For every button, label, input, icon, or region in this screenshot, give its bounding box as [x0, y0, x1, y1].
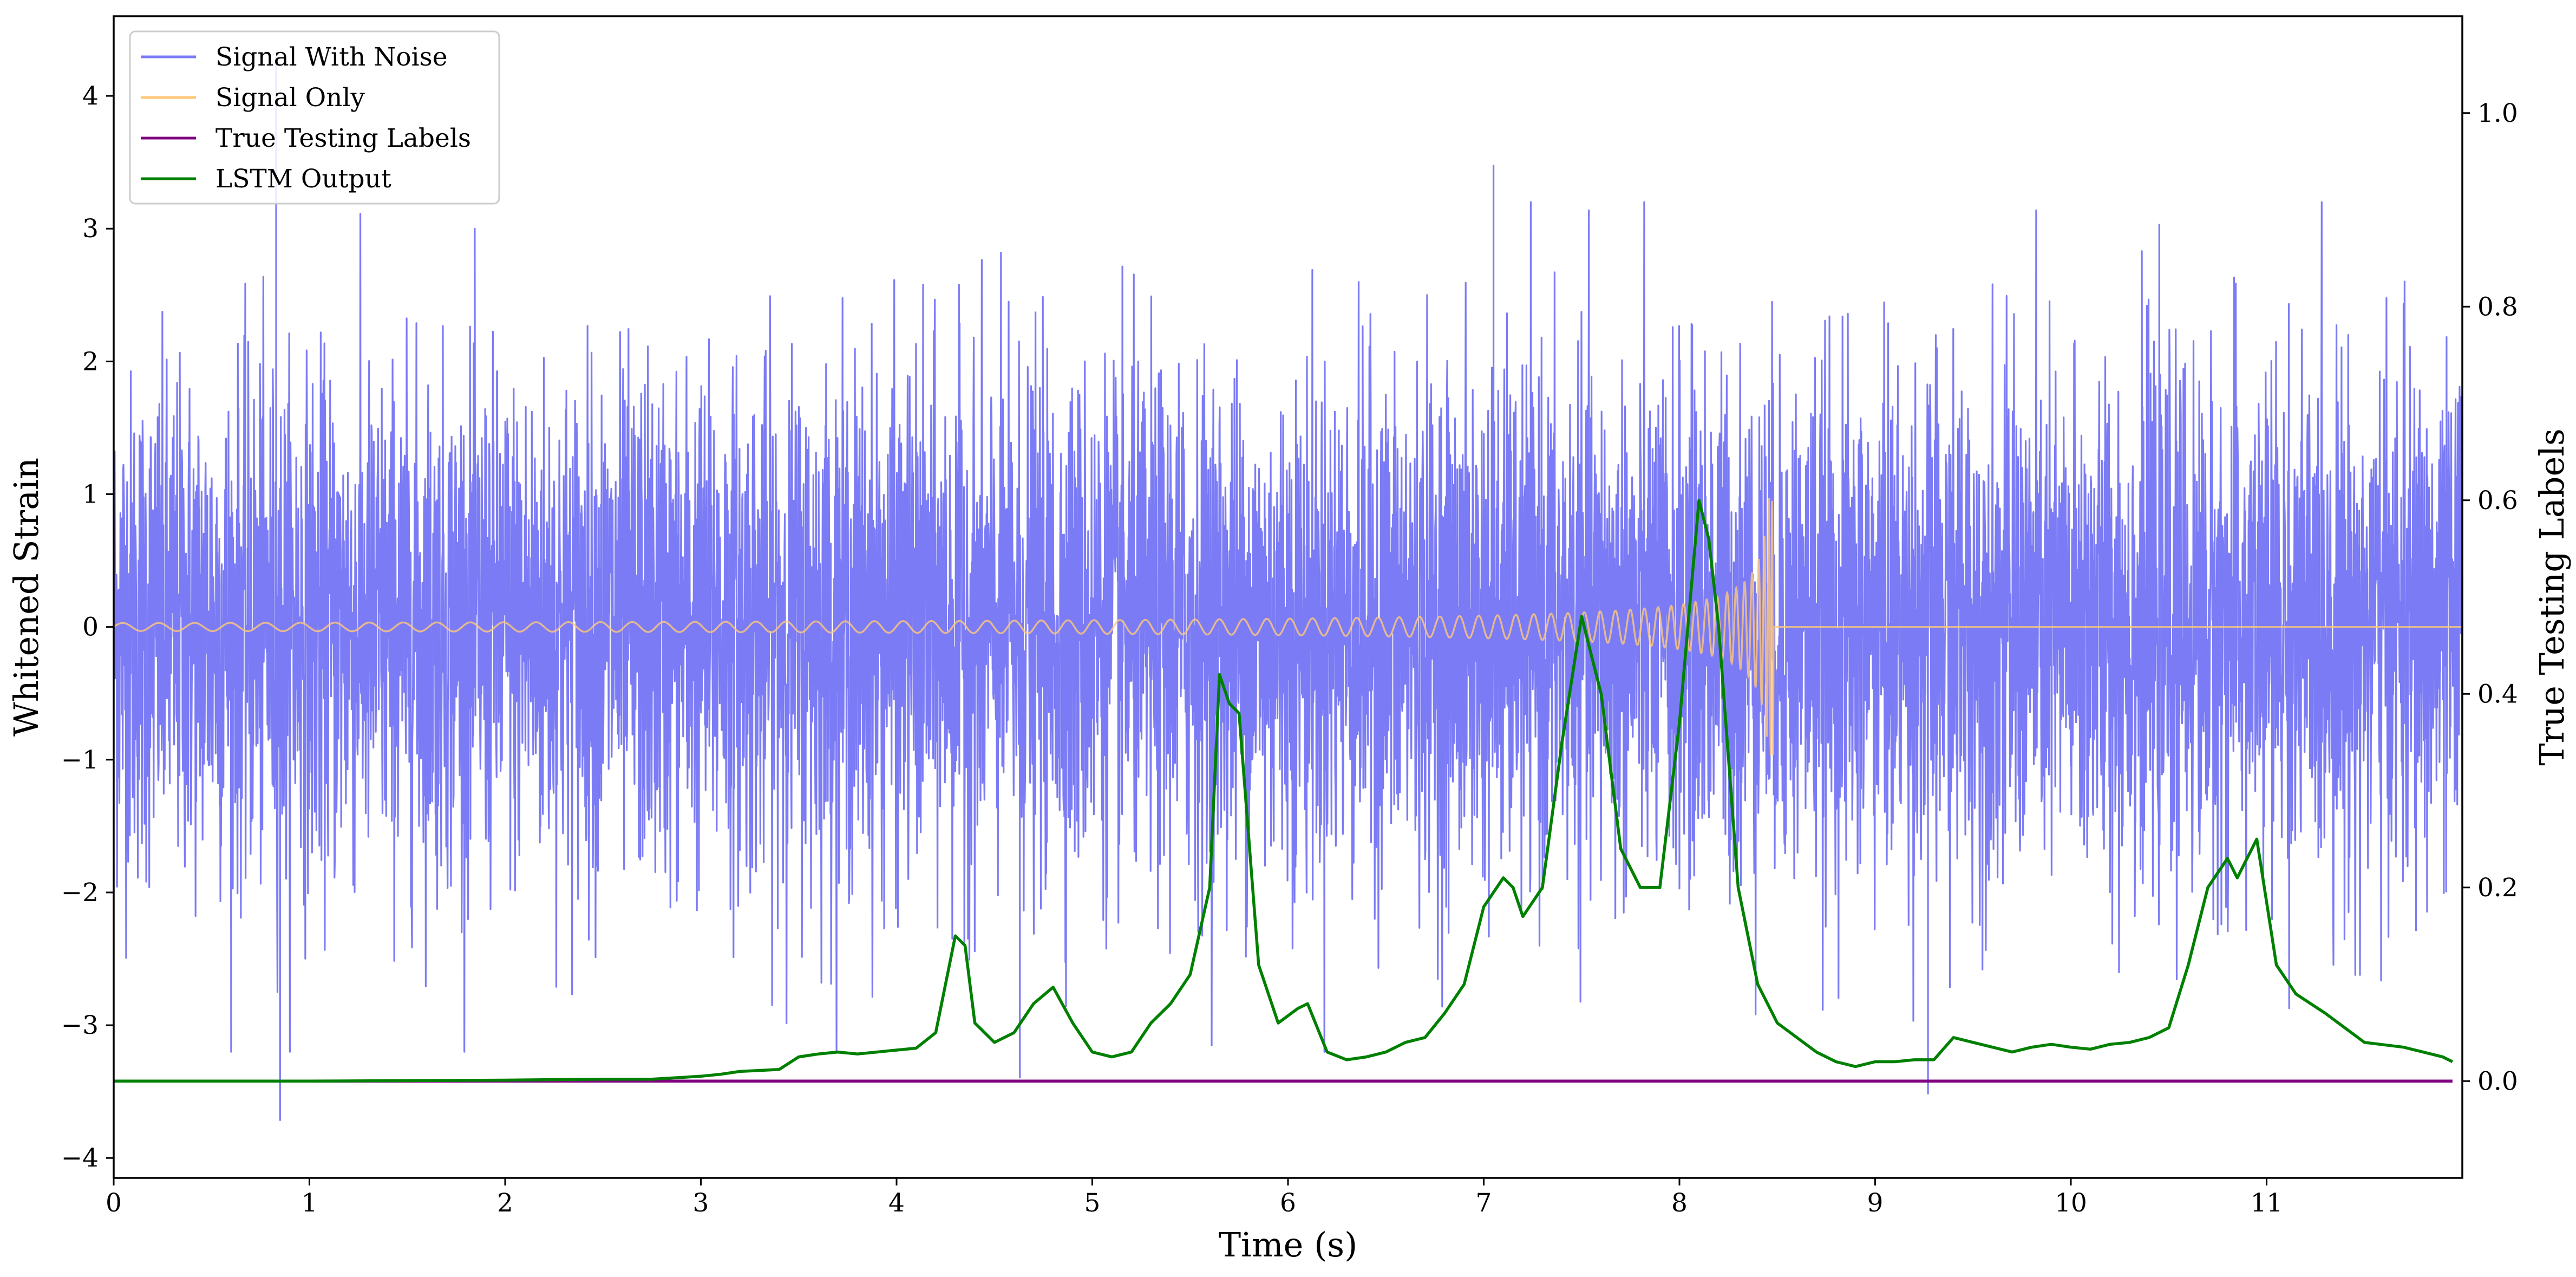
x-tick-label: 4 [888, 1188, 905, 1218]
x-tick-label: 9 [1867, 1188, 1884, 1218]
y2-tick-label: 0.4 [2477, 679, 2518, 709]
y-tick-label: 1 [82, 480, 99, 510]
y-axis-label: Whitened Strain [6, 458, 46, 737]
y-tick-label: −4 [61, 1143, 99, 1173]
legend-label: Signal Only [215, 83, 365, 113]
x-tick-label: 8 [1671, 1188, 1688, 1218]
y-tick-label: 3 [82, 214, 99, 244]
y-tick-label: 4 [82, 81, 99, 111]
y2-axis-label: True Testing Labels [2532, 428, 2572, 766]
x-tick-label: 10 [2055, 1188, 2087, 1218]
y-tick-label: 0 [82, 613, 99, 642]
lstm-output-layer [114, 499, 2454, 1083]
x-tick-label: 0 [106, 1188, 122, 1218]
legend-box [129, 30, 500, 205]
x-tick-label: 3 [693, 1188, 709, 1218]
signal-only-layer [114, 498, 2462, 756]
x-tick-label: 1 [302, 1188, 318, 1218]
legend-label: LSTM Output [215, 164, 391, 194]
y2-tick-label: 0.6 [2477, 486, 2518, 516]
y-tick-label: −2 [61, 878, 99, 908]
y2-tick-label: 0.0 [2477, 1066, 2518, 1096]
legend: Signal With Noise Signal Only True Testing… [129, 30, 500, 205]
signal-only-line [114, 498, 2462, 756]
x-tick-label: 7 [1476, 1188, 1492, 1218]
x-axis-label: Time (s) [1219, 1225, 1358, 1265]
y-tick-label: −3 [61, 1011, 99, 1040]
legend-label: True Testing Labels [215, 123, 471, 153]
y2-tick-label: 0.2 [2477, 873, 2518, 903]
signal-with-noise-line [114, 56, 2462, 1121]
y2-tick-label: 0.8 [2477, 292, 2518, 322]
lstm-output-line [114, 499, 2454, 1083]
x-tick-label: 6 [1280, 1188, 1296, 1218]
signal-with-noise-layer [114, 56, 2462, 1121]
y-tick-label: −1 [61, 745, 99, 775]
x-tick-label: 11 [2251, 1188, 2283, 1218]
axes-layer: 0 1 2 3 4 5 6 7 8 9 10 11 −4 −3 −2 −1 0 1 2 3 4 0.0 0.2 0.4 0.6 0… [6, 15, 2572, 1265]
y-tick-label: 2 [82, 347, 99, 376]
y2-tick-label: 1.0 [2477, 99, 2518, 128]
legend-label: Signal With Noise [215, 42, 448, 72]
x-tick-label: 5 [1084, 1188, 1101, 1218]
x-tick-label: 2 [497, 1188, 513, 1218]
